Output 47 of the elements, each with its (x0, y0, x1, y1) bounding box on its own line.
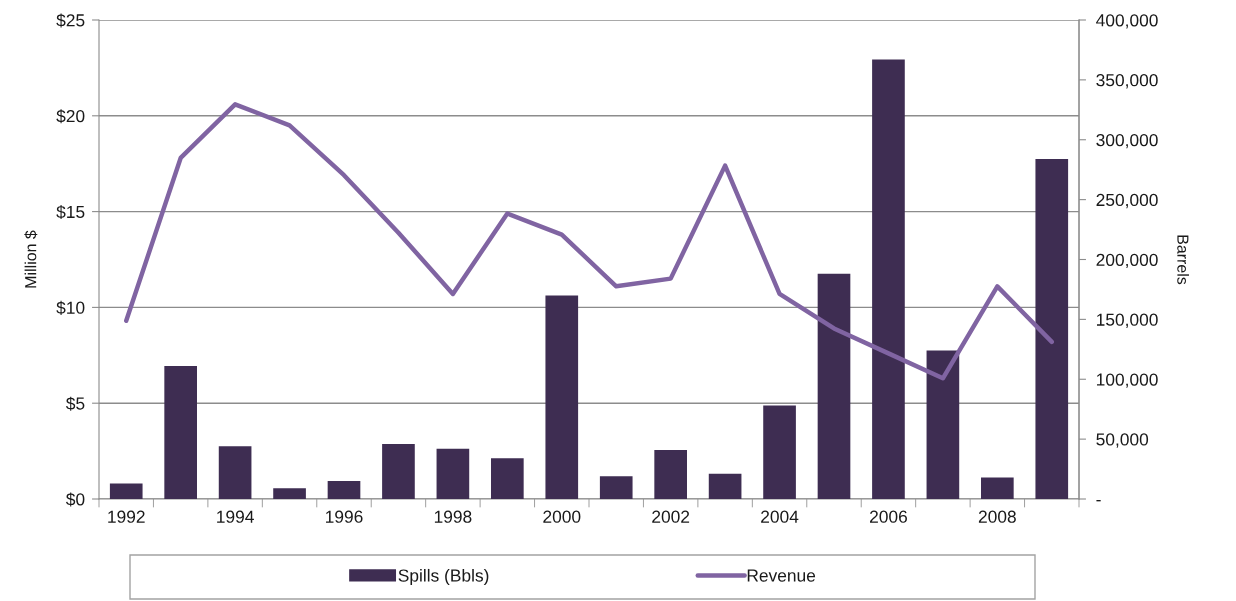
y2-tick-label: 100,000 (1096, 373, 1158, 388)
y-tick-label: $5 (65, 396, 85, 411)
x-tick-label: 1992 (108, 510, 145, 523)
x-tick-label: 2004 (761, 510, 799, 523)
bar (382, 443, 415, 499)
x-tick-label: 2002 (652, 510, 690, 523)
y2-tick-label: 350,000 (1096, 74, 1158, 89)
y2-tick-label: 300,000 (1096, 133, 1158, 149)
y-axis-title: Million $ (24, 230, 38, 288)
bar (708, 473, 742, 499)
x-tick-label: 2008 (978, 510, 1016, 523)
y-tick-label: $0 (65, 492, 85, 507)
bar (763, 405, 796, 499)
bar (1035, 158, 1069, 499)
bar (926, 350, 960, 499)
bar (218, 446, 252, 499)
x-tick-label: 1994 (217, 510, 254, 523)
bar (436, 448, 470, 499)
bar (491, 458, 524, 499)
y2-tick-label: 50,000 (1096, 433, 1149, 448)
bar (599, 476, 633, 499)
y2-axis-title: Barrels (1177, 235, 1189, 285)
y-tick-label: $20 (56, 109, 85, 124)
y2-tick-label: - (1096, 500, 1101, 502)
bar (109, 483, 143, 499)
bar (654, 449, 687, 499)
bar (164, 366, 197, 499)
y-tick-label: $15 (56, 205, 85, 220)
y2-tick-label: 400,000 (1096, 14, 1158, 29)
bar (327, 481, 361, 499)
y-tick-label: $25 (56, 13, 85, 28)
line-series (124, 102, 1054, 381)
bar (817, 273, 851, 499)
bar (545, 295, 579, 499)
x-tick-label: 2000 (543, 510, 581, 523)
x-tick-label: 2006 (870, 510, 907, 523)
bar (981, 477, 1014, 499)
bar (273, 488, 306, 499)
x-tick-label: 1996 (326, 510, 363, 523)
legend-label: Spills (Bbls) (398, 568, 489, 586)
bar (872, 59, 905, 499)
y2-tick-label: 250,000 (1096, 193, 1158, 209)
legend-label: Revenue (747, 569, 816, 582)
y2-tick-label: 150,000 (1096, 313, 1158, 328)
y2-tick-label: 200,000 (1096, 253, 1158, 269)
y-tick-label: $10 (56, 300, 85, 315)
x-tick-label: 1998 (434, 510, 472, 523)
